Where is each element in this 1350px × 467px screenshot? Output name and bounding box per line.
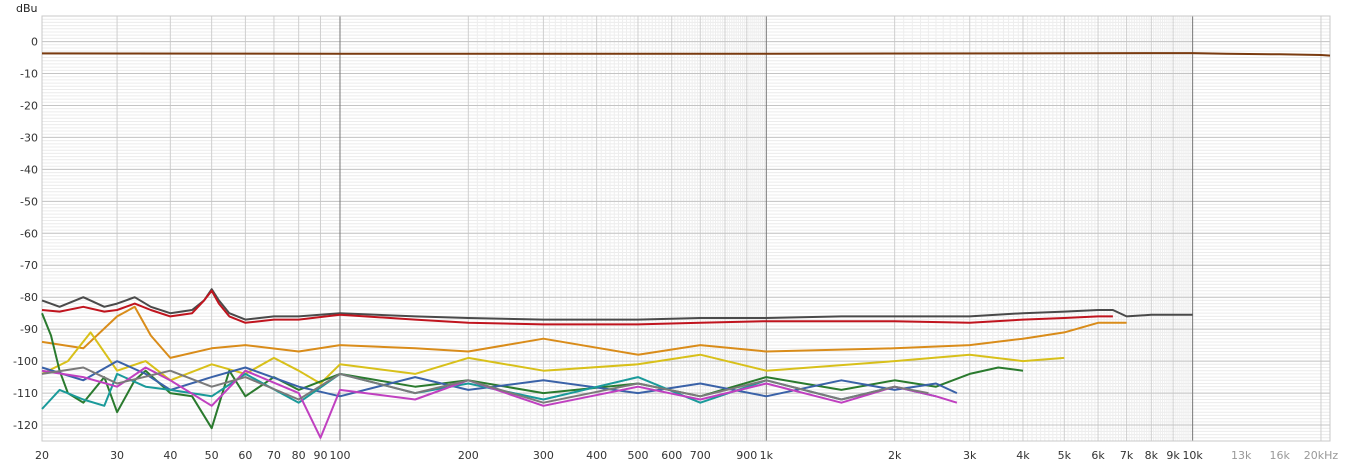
series-line-3 <box>41 289 1113 326</box>
series-line-5 <box>41 331 1065 385</box>
x-tick-label: 100 <box>329 449 350 462</box>
x-tick-label: 30 <box>110 449 124 462</box>
x-tick-label: 60 <box>238 449 252 462</box>
series-line-2 <box>41 288 1193 321</box>
y-tick-label: -50 <box>20 195 38 208</box>
x-tick-label: 400 <box>586 449 607 462</box>
x-tick-label: 50 <box>205 449 219 462</box>
series-line-7 <box>41 360 958 398</box>
x-tick-label: 300 <box>533 449 554 462</box>
series-line-4 <box>41 305 1127 359</box>
x-tick-label: 13k <box>1231 449 1252 462</box>
x-tick-label: 5k <box>1058 449 1072 462</box>
y-axis-unit-label: dBu <box>16 2 38 15</box>
x-tick-label: 6k <box>1091 449 1105 462</box>
y-tick-label: -110 <box>13 387 38 400</box>
y-tick-label: 0 <box>31 36 38 49</box>
series-layer <box>41 52 1331 439</box>
x-tick-label: 7k <box>1120 449 1134 462</box>
major-grid <box>42 16 1330 441</box>
y-tick-label: -100 <box>13 355 38 368</box>
y-tick-label: -30 <box>20 131 38 144</box>
x-tick-label: 900 <box>736 449 757 462</box>
y-tick-label: -80 <box>20 291 38 304</box>
x-tick-label: 200 <box>458 449 479 462</box>
x-tick-label: 16k <box>1269 449 1290 462</box>
x-tick-label: 80 <box>292 449 306 462</box>
x-tick-label: 600 <box>661 449 682 462</box>
y-tick-label: -40 <box>20 163 38 176</box>
x-tick-label: 40 <box>163 449 177 462</box>
plot-frame <box>41 15 1331 442</box>
series-line-10 <box>41 366 929 404</box>
minor-grid <box>41 15 1331 442</box>
x-tick-label: 90 <box>313 449 327 462</box>
y-tick-label: -60 <box>20 227 38 240</box>
x-tick-label: 20 <box>35 449 49 462</box>
y-tick-label: -20 <box>20 99 38 112</box>
series-line-8 <box>41 372 937 410</box>
series-line-1 <box>41 52 1331 57</box>
y-axis-ticks: 0 -10 -20 -30 -40 -50 -60 -70 -80 -90 -100 -110 -120 <box>13 36 38 432</box>
x-tick-label: 9k <box>1166 449 1180 462</box>
x-axis-ticks: 20 30 40 50 60 70 80 90 100 200 300 400 500 600 700 900… <box>35 449 1338 462</box>
x-tick-label: 4k <box>1016 449 1030 462</box>
y-tick-label: -70 <box>20 259 38 272</box>
x-tick-label: 3k <box>963 449 977 462</box>
y-tick-label: -10 <box>20 68 38 81</box>
x-tick-label: 1k <box>760 449 774 462</box>
x-tick-label: 10k <box>1182 449 1203 462</box>
x-tick-label: 500 <box>627 449 648 462</box>
x-tick-label: 20kHz <box>1304 449 1339 462</box>
y-tick-label: -120 <box>13 419 38 432</box>
x-tick-label: 70 <box>267 449 281 462</box>
series-line-9 <box>41 366 958 439</box>
x-tick-label: 8k <box>1145 449 1159 462</box>
x-tick-label: 2k <box>888 449 902 462</box>
x-tick-label: 700 <box>690 449 711 462</box>
y-tick-label: -90 <box>20 323 38 336</box>
